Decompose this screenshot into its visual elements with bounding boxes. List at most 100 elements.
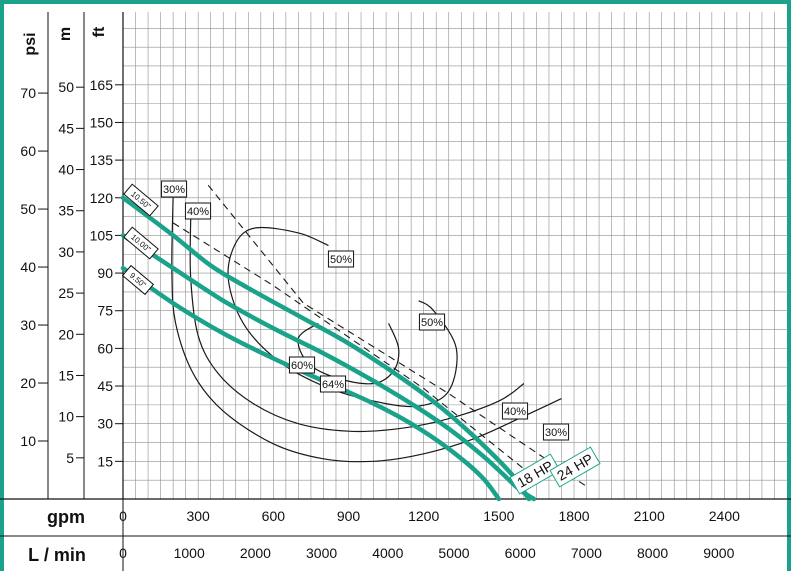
hp-label-box (549, 446, 601, 488)
efficiency-label: 64% (319, 375, 347, 393)
ft-tick-label: 45 (97, 378, 113, 394)
efficiency-label-box (327, 250, 355, 268)
psi-tick-label: 50 (20, 201, 36, 217)
m-tick-label: 5 (66, 450, 74, 466)
psi-tick-label: 10 (20, 433, 36, 449)
efficiency-label-box (288, 356, 316, 374)
gpm-tick-label: 2100 (634, 508, 665, 524)
lmin-tick-label: 9000 (703, 545, 734, 561)
m-tick-label: 10 (58, 409, 74, 425)
lmin-tick-label: 0 (119, 545, 127, 561)
m-tick-label: 50 (58, 79, 74, 95)
lmin-axis-title: L / min (28, 545, 86, 565)
efficiency-label-box (319, 375, 347, 393)
m-tick-label: 35 (58, 203, 74, 219)
efficiency-label: 30% (160, 180, 188, 198)
m-tick-label: 20 (58, 326, 74, 342)
ft-tick-label: 75 (97, 303, 113, 319)
psi-tick-label: 40 (20, 259, 36, 275)
impeller-label-box (121, 264, 155, 296)
lmin-tick-label: 5000 (438, 545, 469, 561)
ft-tick-label: 90 (97, 265, 113, 281)
gpm-axis-title: gpm (47, 507, 85, 527)
efficiency-label-text: 40% (187, 206, 209, 218)
hp-label-text: 18 HP (514, 457, 556, 490)
lmin-tick-label: 1000 (174, 545, 205, 561)
psi-tick-label: 30 (20, 317, 36, 333)
efficiency-label: 40% (501, 402, 529, 420)
psi-tick-label: 60 (20, 143, 36, 159)
efficiency-label-text: 30% (545, 427, 567, 439)
impeller-label-box (123, 183, 159, 217)
gpm-tick-label: 300 (186, 508, 210, 524)
gpm-tick-label: 900 (337, 508, 361, 524)
m-tick-label: 30 (58, 244, 74, 260)
efficiency-label-box (418, 313, 446, 331)
max-hp-line (207, 184, 587, 487)
efficiency-label-text: 50% (421, 317, 443, 329)
ft-tick-label: 135 (90, 152, 114, 168)
efficiency-label-box (501, 402, 529, 420)
impeller-label: 9.50" (121, 264, 155, 296)
curve-labels: 10.50"10.00"9.50"30%40%50%50%60%64%40%30… (121, 180, 601, 495)
frame-left (0, 0, 4, 571)
lmin-tick-label: 7000 (571, 545, 602, 561)
m-tick-label: 25 (58, 285, 74, 301)
efficiency-label-box (160, 180, 188, 198)
efficiency-curve (227, 226, 458, 408)
lmin-tick-label: 2000 (240, 545, 271, 561)
hp-label-text: 24 HP (554, 450, 596, 483)
efficiency-label-box (184, 202, 212, 220)
efficiency-label: 30% (542, 423, 570, 441)
gpm-tick-label: 1500 (483, 508, 514, 524)
lmin-tick-label: 8000 (637, 545, 668, 561)
m-axis-title: m (57, 27, 74, 41)
impeller-label-box (123, 226, 159, 260)
frame-top (0, 0, 791, 4)
gpm-tick-label: 1800 (558, 508, 589, 524)
impeller-curves (120, 195, 537, 502)
ft-tick-label: 165 (90, 77, 114, 93)
impeller-curve (120, 265, 502, 502)
ft-axis-title: ft (91, 26, 108, 37)
gpm-tick-label: 2400 (709, 508, 740, 524)
m-tick-label: 40 (58, 162, 74, 178)
ft-tick-label: 60 (97, 340, 113, 356)
efficiency-label: 50% (327, 250, 355, 268)
m-tick-label: 15 (58, 367, 74, 383)
m-tick-label: 45 (58, 120, 74, 136)
efficiency-label: 40% (184, 202, 212, 220)
ft-tick-label: 120 (90, 190, 114, 206)
hp-label-box (509, 453, 561, 495)
ft-tick-label: 150 (90, 114, 114, 130)
psi-tick-label: 70 (20, 85, 36, 101)
hp-label: 24 HP (549, 446, 601, 488)
gpm-tick-label: 0 (119, 508, 127, 524)
max-hp-lines (172, 184, 587, 487)
lmin-tick-label: 3000 (306, 545, 337, 561)
grid (123, 12, 787, 499)
gpm-tick-label: 600 (262, 508, 286, 524)
efficiency-label-text: 40% (504, 406, 526, 418)
efficiency-label-text: 30% (163, 184, 185, 196)
ft-tick-label: 30 (97, 416, 113, 432)
efficiency-label-text: 60% (291, 360, 313, 372)
psi-axis-title: psi (22, 32, 39, 55)
gpm-tick-label: 1200 (408, 508, 439, 524)
efficiency-label-box (542, 423, 570, 441)
impeller-curve (120, 233, 537, 502)
efficiency-label-text: 64% (322, 379, 344, 391)
impeller-curve (120, 195, 532, 502)
frame-right (787, 0, 791, 571)
lmin-tick-label: 6000 (505, 545, 536, 561)
ft-tick-label: 15 (97, 453, 113, 469)
axes: 15 30 45 60 75 90 105 120 135 150 165 5 10 15 20 25 30 35… (0, 12, 791, 571)
psi-tick-label: 20 (20, 375, 36, 391)
efficiency-label: 60% (288, 356, 316, 374)
max-hp-line (172, 222, 537, 480)
efficiency-label: 50% (418, 313, 446, 331)
efficiency-label-text: 50% (330, 254, 352, 266)
ft-tick-label: 105 (90, 227, 114, 243)
efficiency-curve (189, 217, 525, 433)
